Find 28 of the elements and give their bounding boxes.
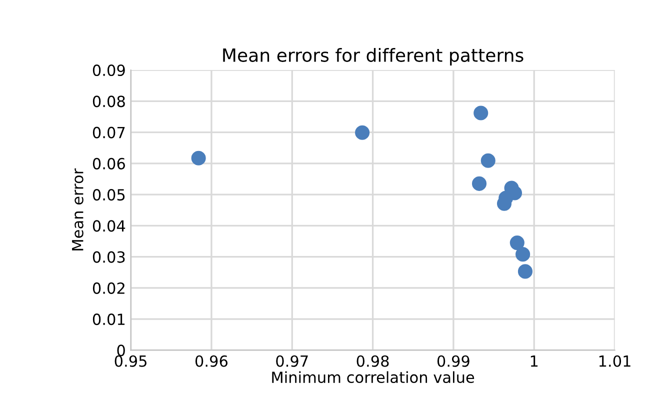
x-tick-label: 1.01: [599, 355, 630, 367]
y-tick-label: 0.03: [92, 251, 125, 263]
y-tick-label: 0.05: [92, 189, 125, 201]
point: [510, 236, 524, 250]
y-axis-title: Mean error: [72, 168, 84, 250]
point: [355, 125, 370, 140]
y-tick-label: 0.07: [92, 126, 125, 138]
x-tick-label: 0.97: [276, 355, 308, 367]
y-tick-label: 0.01: [92, 314, 125, 326]
point: [516, 247, 530, 262]
x-axis-title: Minimum correlation value: [272, 371, 474, 384]
y-tick-label: 0: [117, 344, 125, 356]
x-tick-label: 0.95: [114, 355, 146, 367]
point: [518, 264, 533, 279]
y-tick-label: 0.02: [92, 282, 124, 294]
y-tick-label: 0.09: [92, 64, 125, 76]
x-tick-label: 0.98: [356, 355, 389, 367]
x-tick-label: 0.99: [437, 355, 470, 367]
chart-title: Mean errors for different patterns: [223, 48, 524, 66]
y-tick-label: 0.04: [92, 220, 126, 232]
x-tick-label: 0.96: [195, 355, 228, 367]
point: [191, 150, 206, 166]
point: [474, 106, 488, 120]
x-tick-label: 1: [530, 356, 538, 367]
point: [480, 153, 496, 168]
y-tick-label: 0.06: [92, 158, 125, 170]
point: [472, 176, 487, 191]
y-tick-label: 0.08: [92, 96, 125, 108]
